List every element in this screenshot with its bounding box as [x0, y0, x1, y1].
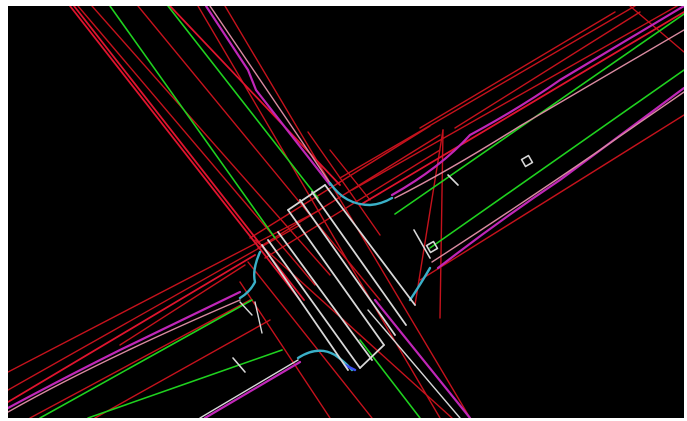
symbol-layer — [232, 154, 534, 373]
boundary-line — [119, 264, 246, 346]
centerline — [87, 349, 283, 418]
curb-line — [390, 6, 684, 197]
boundary-line — [419, 114, 684, 281]
road-edge-line — [359, 11, 684, 206]
boundary-line — [439, 129, 444, 319]
curb-return-layer — [238, 181, 432, 372]
curb-line — [436, 86, 684, 270]
curb-face-line — [394, 29, 684, 199]
catch-basin-symbol — [425, 240, 439, 254]
road-edge-line — [69, 6, 301, 301]
curb-return-arc — [238, 250, 262, 300]
curb-line — [204, 6, 332, 187]
boundary-line — [254, 239, 453, 418]
curb-return-arc — [296, 349, 354, 372]
curb-face-line — [199, 359, 299, 418]
boundary-line — [8, 209, 321, 373]
curb-face-line — [8, 299, 241, 413]
boundary-line — [247, 261, 373, 418]
crosswalk-stripe — [277, 231, 373, 361]
boundary-line — [249, 125, 431, 239]
tick-mark — [447, 174, 459, 186]
boundary-line — [351, 6, 679, 191]
boundary-line — [94, 319, 271, 418]
row-boundary-layer — [8, 6, 684, 418]
boundary-line — [339, 6, 636, 179]
boundary-line — [8, 224, 301, 391]
crosswalk-stripe — [267, 239, 361, 369]
crosswalk-edge — [287, 184, 326, 211]
centerline — [429, 69, 684, 249]
curb-face-line — [209, 6, 331, 184]
curb-face-line — [367, 309, 461, 418]
curb-line — [8, 290, 242, 410]
boundary-line — [29, 299, 251, 418]
curb-line — [373, 298, 472, 418]
curb-return-arc — [343, 363, 357, 372]
boundary-line — [197, 6, 441, 418]
centerline — [109, 6, 276, 239]
boundary-line — [307, 131, 381, 236]
road-edge-line — [169, 6, 341, 186]
curb-return-arc — [328, 181, 394, 207]
centerline — [39, 299, 253, 418]
tick-mark — [232, 357, 246, 373]
centerline — [359, 339, 421, 418]
crosswalk-edge — [261, 244, 349, 371]
curb-return-arc — [408, 266, 432, 302]
boundary-line — [137, 6, 381, 301]
curb-line — [203, 360, 302, 418]
boundary-line — [264, 149, 441, 259]
boundary-line — [257, 134, 441, 249]
crosswalk-edge — [324, 184, 416, 306]
tick-mark — [413, 229, 431, 259]
curb-face-line — [254, 301, 263, 334]
crosswalk-edge — [359, 344, 385, 369]
crosswalk-stripe — [287, 209, 385, 346]
drawing-viewport[interactable] — [8, 6, 684, 418]
boundary-line — [224, 6, 471, 418]
curb-face-line — [239, 301, 253, 316]
crosswalk-stripe — [299, 199, 396, 336]
curb-face-line — [431, 91, 684, 263]
crosswalk-stripe — [311, 191, 407, 326]
boundary-line — [454, 11, 641, 129]
centerline — [167, 6, 319, 199]
curb-face-layer — [8, 6, 684, 418]
curb-layer — [8, 6, 684, 418]
intersection-drawing[interactable] — [8, 6, 684, 418]
crosswalk-layer — [261, 184, 416, 371]
road-edge-line — [8, 254, 256, 403]
catch-basin-symbol — [520, 154, 534, 168]
centerline-layer — [39, 6, 684, 418]
boundary-line — [419, 11, 616, 129]
